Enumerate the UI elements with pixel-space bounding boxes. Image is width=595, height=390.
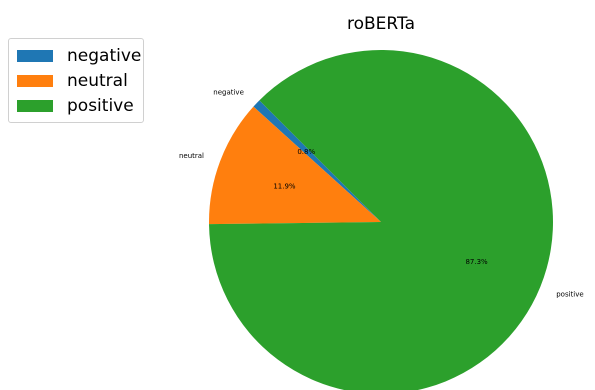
percent-label-negative: 0.8% xyxy=(297,148,315,156)
pie-slices xyxy=(209,50,553,390)
legend-item-neutral: neutral xyxy=(17,71,128,91)
percent-label-neutral: 11.9% xyxy=(273,183,296,191)
percent-labels: 0.8% 11.9% 87.3% xyxy=(273,148,488,266)
legend-item-negative: negative xyxy=(17,46,141,66)
legend-label-positive: positive xyxy=(67,96,134,116)
legend-swatch-positive xyxy=(17,100,53,112)
chart-title: roBERTa xyxy=(347,14,415,34)
pie-slice-positive xyxy=(209,50,553,390)
legend-label-negative: negative xyxy=(67,46,142,66)
legend: negative neutral positive xyxy=(8,38,144,123)
category-label-positive: positive xyxy=(556,290,583,298)
legend-label-neutral: neutral xyxy=(67,71,128,91)
category-label-negative: negative xyxy=(213,89,244,97)
category-label-neutral: neutral xyxy=(179,152,204,160)
legend-swatch-neutral xyxy=(17,75,53,87)
pie-slice-neutral xyxy=(209,106,381,225)
legend-item-positive: positive xyxy=(17,96,134,116)
legend-swatch-negative xyxy=(17,50,53,62)
percent-label-positive: 87.3% xyxy=(465,258,488,266)
category-labels: negative neutral positive xyxy=(179,89,584,299)
pie-slice-negative xyxy=(253,100,381,222)
